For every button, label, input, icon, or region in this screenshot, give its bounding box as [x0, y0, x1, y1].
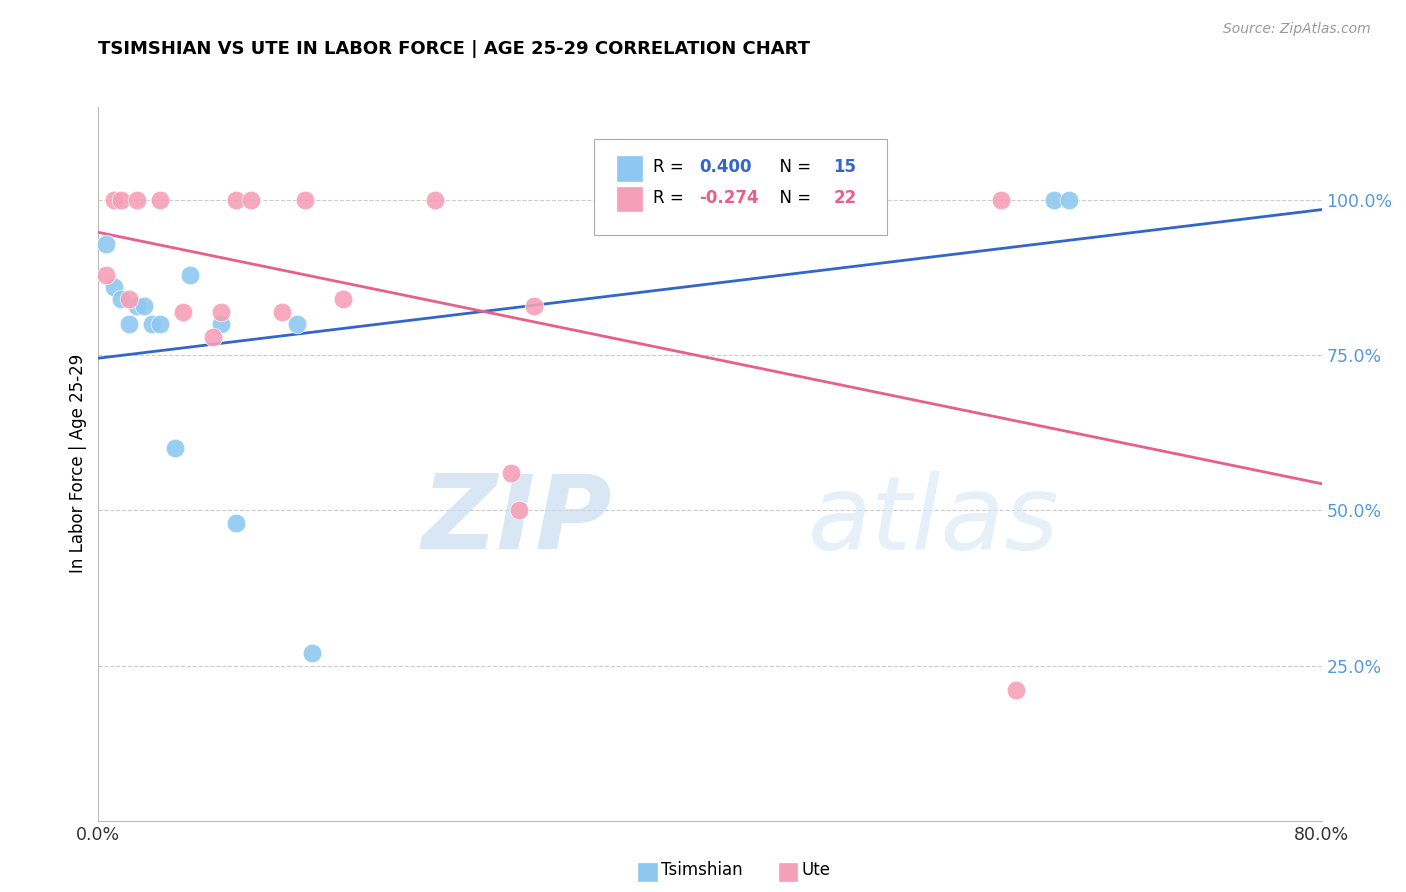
Point: [110, 293, 132, 307]
Text: Source: ZipAtlas.com: Source: ZipAtlas.com: [1223, 22, 1371, 37]
Point: [172, 305, 194, 319]
Point: [125, 193, 148, 207]
Point: [1043, 193, 1066, 207]
Point: [592, 193, 614, 207]
Point: [209, 317, 232, 331]
Point: [94, 268, 117, 282]
Point: [103, 280, 125, 294]
Point: [225, 193, 247, 207]
Text: R =: R =: [652, 189, 689, 207]
Point: [270, 305, 292, 319]
Point: [179, 268, 201, 282]
Text: Tsimshian: Tsimshian: [661, 861, 742, 879]
Y-axis label: In Labor Force | Age 25-29: In Labor Force | Age 25-29: [69, 354, 87, 574]
Point: [110, 193, 132, 207]
Point: [125, 299, 148, 313]
Point: [149, 317, 172, 331]
Point: [294, 193, 316, 207]
Point: [118, 293, 141, 307]
Point: [332, 293, 354, 307]
Point: [141, 317, 163, 331]
Point: [94, 236, 117, 251]
Text: N =: N =: [769, 189, 815, 207]
FancyBboxPatch shape: [617, 156, 641, 180]
Text: -0.274: -0.274: [699, 189, 759, 207]
Point: [118, 317, 141, 331]
Text: Ute: Ute: [801, 861, 831, 879]
Point: [990, 193, 1012, 207]
Text: atlas: atlas: [808, 471, 1059, 571]
Point: [645, 193, 668, 207]
Text: R =: R =: [652, 158, 689, 176]
Text: TSIMSHIAN VS UTE IN LABOR FORCE | AGE 25-29 CORRELATION CHART: TSIMSHIAN VS UTE IN LABOR FORCE | AGE 25…: [98, 40, 810, 58]
Point: [163, 442, 186, 456]
Text: 15: 15: [834, 158, 856, 176]
Point: [209, 305, 232, 319]
Point: [1004, 683, 1026, 698]
Point: [103, 193, 125, 207]
Point: [508, 503, 530, 517]
Point: [240, 193, 263, 207]
Point: [149, 193, 172, 207]
Point: [1059, 193, 1081, 207]
Point: [202, 329, 225, 343]
FancyBboxPatch shape: [617, 187, 641, 211]
Point: [523, 299, 546, 313]
Point: [301, 646, 323, 660]
Text: 0.400: 0.400: [699, 158, 752, 176]
Point: [134, 299, 156, 313]
Point: [501, 466, 523, 480]
Point: [423, 193, 446, 207]
Point: [225, 516, 247, 530]
Text: N =: N =: [769, 158, 815, 176]
FancyBboxPatch shape: [593, 139, 887, 235]
Text: 22: 22: [834, 189, 856, 207]
Text: ZIP: ZIP: [422, 470, 612, 572]
Point: [285, 317, 308, 331]
